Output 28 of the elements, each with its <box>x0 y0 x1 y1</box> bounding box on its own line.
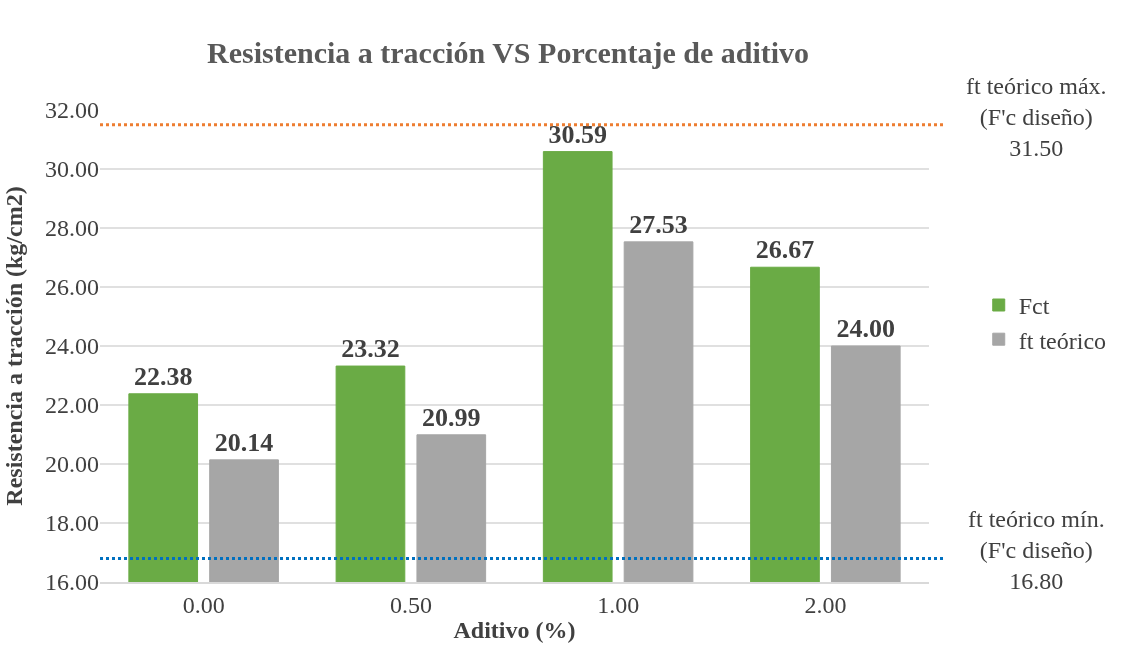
y-tick-label: 18.00 <box>45 510 99 537</box>
y-tick-label: 16.00 <box>45 569 99 596</box>
x-tick-label: 0.50 <box>389 591 432 618</box>
y-axis-title: Resistencia a tracción (kg/cm2) <box>1 186 28 506</box>
y-tick-label: 24.00 <box>45 333 99 360</box>
ref-line-label: ft teórico mín. (F'c diseño) 16.80 <box>968 506 1105 595</box>
data-label: 24.00 <box>836 314 896 343</box>
y-tick-label: 32.00 <box>45 97 99 124</box>
x-tick-label: 0.00 <box>182 591 225 618</box>
y-tick-label: 20.00 <box>45 451 99 478</box>
x-axis-title: Aditivo (%) <box>453 616 576 643</box>
y-tick-label: 30.00 <box>45 156 99 183</box>
data-label: 26.67 <box>755 235 815 265</box>
legend-label: Fct <box>1018 293 1050 320</box>
y-tick-label: 28.00 <box>45 215 99 242</box>
data-label: 20.99 <box>422 402 481 432</box>
data-label: 22.38 <box>133 361 193 391</box>
data-label: 20.14 <box>214 427 274 457</box>
data-label: 30.59 <box>548 119 607 149</box>
y-tick-label: 26.00 <box>45 274 99 301</box>
data-label: 23.32 <box>341 334 400 364</box>
y-tick-label: 22.00 <box>45 392 99 419</box>
data-label: 27.53 <box>629 209 688 239</box>
legend-label: ft teórico <box>1018 327 1107 354</box>
x-tick-label: 2.00 <box>804 591 847 618</box>
x-tick-label: 1.00 <box>597 591 640 618</box>
chart-title: Resistencia a tracción VS Porcentaje de aditivo <box>206 36 810 70</box>
ref-line-label: ft teórico máx. (F'c diseño) 31.50 <box>966 73 1107 162</box>
